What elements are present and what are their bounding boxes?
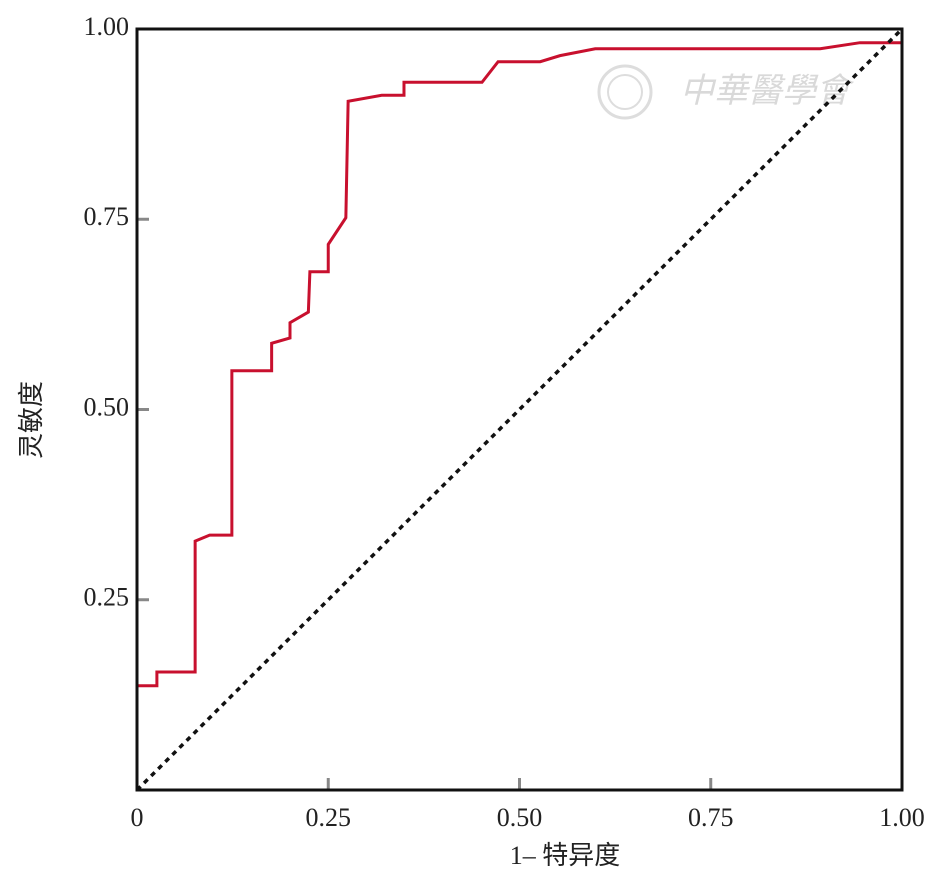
y-tick-label: 1.00 — [84, 12, 130, 41]
x-tick-label: 1.00 — [879, 803, 925, 832]
plot-frame — [135, 27, 904, 792]
y-tick-label: 0.25 — [84, 583, 130, 612]
x-tick-label: 0.25 — [306, 803, 352, 832]
x-tick-label: 0.50 — [497, 803, 543, 832]
y-axis-label: 灵敏度 — [17, 381, 46, 459]
line — [135, 27, 904, 792]
y-tick-label: 0.75 — [84, 202, 130, 231]
x-axis-label: 1– 特异度 — [510, 841, 621, 870]
y-tick-label: 0.50 — [84, 392, 130, 421]
line — [135, 41, 902, 790]
x-tick-label: 0.75 — [688, 803, 734, 832]
x-tick-label: 0 — [131, 803, 144, 832]
watermark-logo — [597, 64, 653, 120]
